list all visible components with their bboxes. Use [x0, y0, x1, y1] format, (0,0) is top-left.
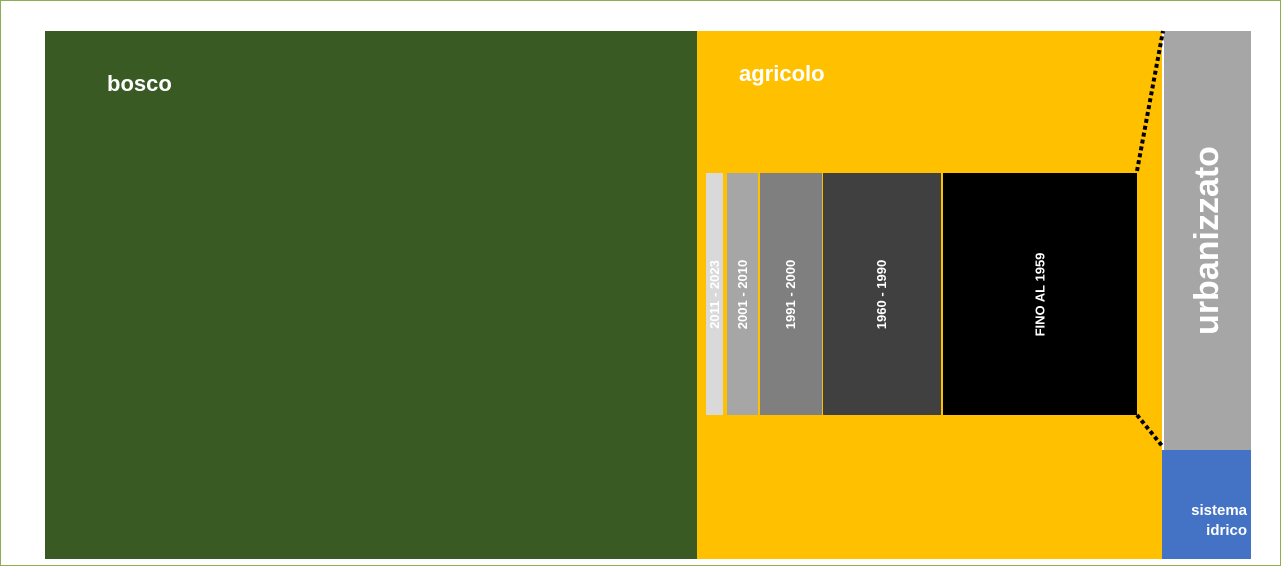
- period-2001-2010-label: 2001 - 2010: [735, 259, 750, 329]
- period-fino-al-1959-label: FINO AL 1959: [1032, 252, 1048, 336]
- urbanizzato-label: urbanizzato: [1188, 146, 1226, 335]
- period-2001-2010: 2001 - 2010: [727, 173, 758, 415]
- sistema-idrico-area: sistema idrico: [1162, 450, 1251, 559]
- period-1991-2000-label: 1991 - 2000: [783, 259, 799, 329]
- agricolo-label: agricolo: [739, 61, 825, 86]
- period-1991-2000: 1991 - 2000: [760, 173, 822, 415]
- period-fino-al-1959: FINO AL 1959: [943, 173, 1137, 415]
- period-2011-2023-label: 2011 - 2023: [707, 259, 722, 329]
- bosco-label: bosco: [107, 71, 172, 96]
- period-1960-1990: 1960 - 1990: [823, 173, 941, 415]
- bosco-area: bosco: [45, 31, 697, 559]
- period-1960-1990-label: 1960 - 1990: [874, 259, 890, 329]
- period-2011-2023: 2011 - 2023: [706, 173, 723, 415]
- urbanizzato-area: urbanizzato: [1164, 31, 1251, 450]
- sistema-idrico-label: sistema idrico: [1191, 502, 1247, 539]
